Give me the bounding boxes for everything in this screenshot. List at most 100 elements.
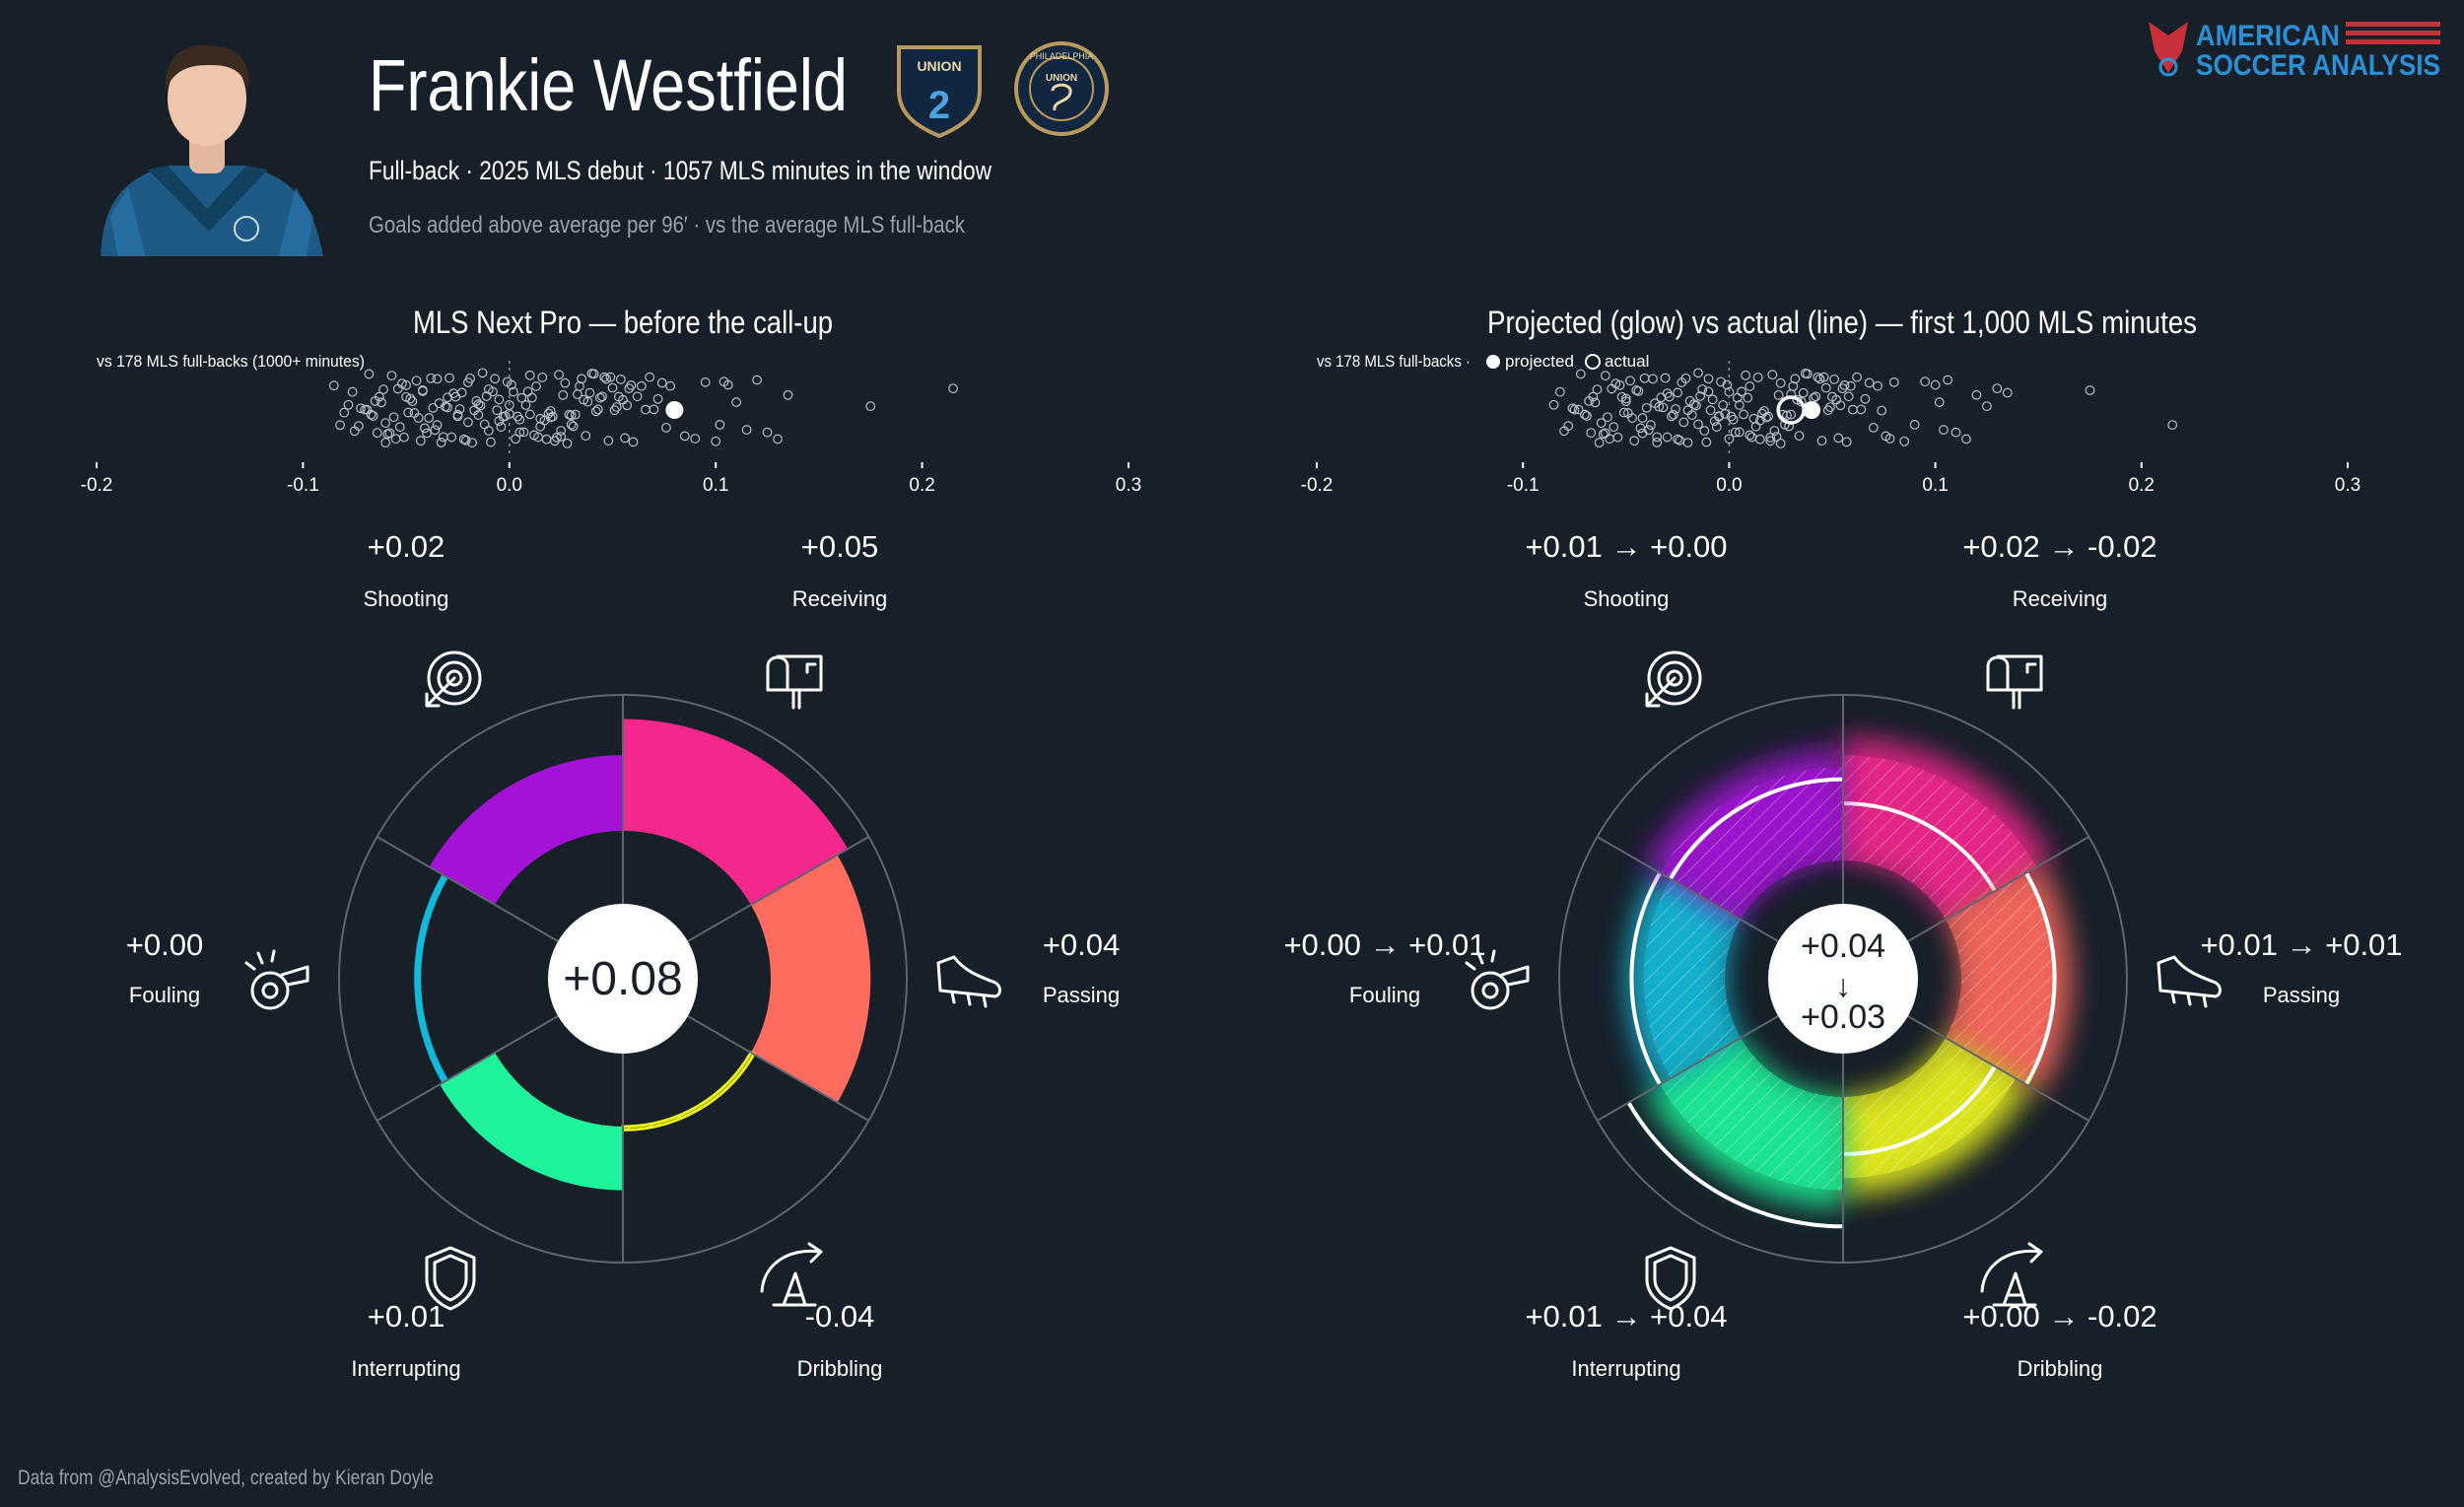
shield-icon: [1645, 1246, 1696, 1311]
peer-dot: [378, 384, 388, 395]
peer-dot: [483, 426, 494, 436]
peer-dot: [558, 389, 569, 400]
peer-dot: [328, 380, 339, 391]
peer-dot: [1637, 428, 1648, 439]
value-label-fouling: +0.00: [126, 927, 203, 962]
peer-dot: [1835, 400, 1846, 411]
peer-dot: [1678, 417, 1689, 428]
x-tick-label: 0.2: [909, 475, 934, 496]
peer-dot: [577, 374, 586, 384]
peer-dot: [364, 369, 375, 379]
peer-dot: [399, 432, 409, 443]
peer-dot: [1734, 427, 1745, 438]
peer-dot: [1658, 402, 1669, 413]
peer-dot: [446, 432, 457, 443]
peer-dot: [537, 372, 548, 382]
peer-dot: [1841, 437, 1852, 447]
peer-dot: [509, 386, 518, 397]
peer-dot: [590, 406, 601, 417]
peer-dot: [1652, 432, 1663, 443]
peer-dot: [632, 391, 643, 402]
peer-dot: [443, 402, 452, 413]
actual-shooting: [1669, 777, 1844, 880]
target-icon: [425, 651, 482, 708]
legend-actual-marker: [1585, 354, 1601, 370]
value-label-dribbling: +0.00 → -0.02: [1962, 1299, 2156, 1334]
peer-dot: [481, 391, 492, 401]
peer-dots: [1548, 368, 2178, 448]
peer-dot: [1845, 380, 1856, 391]
peer-dot: [552, 432, 562, 443]
peer-dot: [570, 409, 581, 420]
peer-dot: [575, 380, 584, 391]
peer-dot: [1864, 377, 1875, 388]
peer-dot: [1951, 427, 1961, 438]
peer-dot: [1856, 404, 1867, 415]
peer-dot: [1590, 397, 1601, 408]
peer-dot: [1790, 374, 1801, 384]
whistle-icon: [1465, 949, 1530, 1010]
badge-philadelphia-union: PHILADELPHIA UNION: [1014, 41, 1109, 136]
peer-dot: [1873, 380, 1882, 391]
peer-dot: [1752, 372, 1763, 382]
peer-dot: [1848, 404, 1858, 415]
peer-dot: [1773, 389, 1784, 400]
peer-dot: [1888, 377, 1899, 387]
peer-dot: [665, 380, 676, 391]
peer-dot: [1939, 425, 1949, 435]
peer-dot: [1720, 408, 1731, 419]
projected-hatch-fouling: [1643, 878, 1742, 1079]
peer-dot: [1693, 368, 1703, 378]
footer-credit: Data from @AnalysisEvolved, created by K…: [18, 1467, 434, 1489]
peer-dot: [1746, 432, 1757, 443]
peer-dot: [1971, 389, 1982, 400]
x-tick-label: 0.3: [2335, 475, 2361, 496]
peer-dot: [475, 400, 486, 411]
peer-dot: [1666, 411, 1677, 422]
peer-dot: [1899, 436, 1910, 446]
peer-dot: [1745, 381, 1755, 391]
cleat-icon: [2156, 955, 2222, 1008]
peer-dot: [605, 372, 616, 382]
peer-dot: [368, 411, 378, 421]
category-labels: +0.02 → -0.02 Receiving +0.01 → +0.01 Passi…: [1283, 529, 2402, 1381]
peer-dot: [1981, 401, 1992, 412]
peer-dot: [773, 434, 783, 445]
strip-left: MLS Next Pro — before the call-up vs 178…: [81, 305, 1142, 496]
peer-dot: [376, 397, 386, 408]
peer-dot: [1796, 396, 1807, 407]
peer-dot: [514, 427, 525, 438]
x-tick-label: -0.2: [1301, 475, 1334, 496]
peer-dot: [1737, 386, 1746, 397]
legend-projected-marker: [1486, 355, 1500, 369]
peer-dot: [948, 383, 958, 394]
strip-right-note: vs 178 MLS full-backs ·: [1317, 352, 1471, 371]
peer-dot: [1652, 438, 1663, 447]
peer-dot: [465, 373, 475, 383]
peer-dot: [762, 427, 773, 438]
peer-dot: [432, 374, 443, 384]
peer-dot: [1596, 418, 1607, 429]
peer-dot: [1816, 436, 1827, 446]
peer-dot: [1639, 373, 1650, 383]
peer-dot: [1745, 430, 1755, 441]
actual-fouling: [1629, 871, 1662, 1086]
peer-dot: [1707, 394, 1718, 405]
whistle-icon: [244, 949, 309, 1010]
peer-dot: [390, 434, 401, 445]
peer-dot: [384, 428, 395, 439]
peer-dot: [595, 392, 605, 403]
peer-dot: [1786, 409, 1797, 420]
category-label-fouling: Fouling: [129, 983, 200, 1007]
bar-dribbling: [621, 1050, 756, 1131]
peer-dot: [562, 438, 573, 448]
peer-dot: [486, 437, 496, 447]
peer-dot: [1722, 379, 1733, 390]
value-label-shooting: +0.01 → +0.00: [1525, 529, 1727, 564]
peer-dot: [463, 417, 473, 428]
peer-dot: [1629, 436, 1640, 446]
peer-dot: [1660, 373, 1671, 383]
peer-dot: [690, 434, 701, 444]
peer-dot: [477, 368, 488, 378]
